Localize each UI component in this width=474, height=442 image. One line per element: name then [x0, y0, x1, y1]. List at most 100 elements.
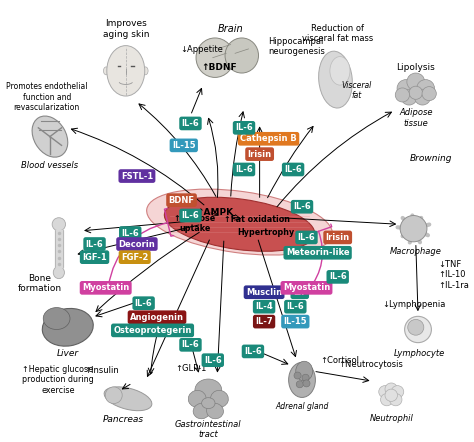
Circle shape	[385, 389, 398, 401]
Text: Blood vessels: Blood vessels	[21, 160, 79, 170]
Text: Browning: Browning	[410, 154, 453, 163]
Text: Promotes endothelial
function and
revascularization: Promotes endothelial function and revasc…	[6, 82, 88, 112]
Circle shape	[417, 80, 435, 97]
Circle shape	[303, 380, 310, 387]
Text: Reduction of
visceral fat mass: Reduction of visceral fat mass	[302, 24, 374, 43]
Text: Hypertrophy: Hypertrophy	[237, 228, 295, 236]
Text: IL-6: IL-6	[235, 165, 253, 174]
Text: IL-6: IL-6	[298, 233, 315, 242]
Text: Myostatin: Myostatin	[283, 283, 330, 292]
Text: IL-6: IL-6	[329, 272, 346, 282]
Ellipse shape	[193, 404, 210, 419]
Ellipse shape	[107, 46, 145, 96]
Text: Bone
formation: Bone formation	[18, 274, 62, 293]
Ellipse shape	[207, 404, 223, 419]
Text: IL-6: IL-6	[204, 356, 222, 365]
Ellipse shape	[146, 189, 332, 255]
Circle shape	[379, 385, 391, 398]
Ellipse shape	[196, 38, 234, 77]
Circle shape	[401, 89, 417, 105]
Text: Neutrophil: Neutrophil	[369, 414, 413, 423]
Text: IL-6: IL-6	[244, 347, 262, 356]
Text: Adrenal gland: Adrenal gland	[275, 402, 328, 411]
Text: IL-6: IL-6	[235, 123, 253, 132]
Circle shape	[395, 88, 410, 102]
Text: Angiogenin: Angiogenin	[130, 313, 184, 322]
Text: ↑Hepatic glucose
production during
exercise: ↑Hepatic glucose production during exerc…	[22, 365, 94, 395]
Ellipse shape	[330, 57, 350, 85]
Circle shape	[390, 393, 402, 406]
Text: ↑GLP-1: ↑GLP-1	[175, 365, 206, 373]
Text: Hippocampal
neurogenesis: Hippocampal neurogenesis	[269, 37, 326, 57]
Circle shape	[302, 374, 309, 381]
Text: Irisin: Irisin	[326, 233, 350, 242]
Text: ↑Cortisol: ↑Cortisol	[320, 356, 359, 365]
Text: IL-15: IL-15	[283, 317, 307, 326]
Text: IL-6: IL-6	[86, 240, 103, 248]
Circle shape	[391, 385, 404, 398]
Ellipse shape	[400, 216, 427, 242]
Circle shape	[296, 381, 303, 388]
Ellipse shape	[210, 390, 228, 407]
Text: IL-6: IL-6	[182, 340, 200, 349]
Text: IL-6: IL-6	[293, 202, 311, 211]
Circle shape	[409, 86, 422, 99]
Ellipse shape	[32, 116, 68, 157]
Text: Adipose
tissue: Adipose tissue	[399, 108, 433, 128]
Text: IGF-1: IGF-1	[82, 253, 107, 262]
Circle shape	[408, 320, 424, 335]
Text: ↓Appetite: ↓Appetite	[180, 45, 223, 54]
Text: ↑Insulin: ↑Insulin	[84, 366, 118, 375]
Text: Gastrointestinal
tract: Gastrointestinal tract	[175, 420, 242, 439]
Ellipse shape	[319, 51, 352, 108]
Text: ↑Neutrocytosis: ↑Neutrocytosis	[339, 360, 403, 369]
Circle shape	[405, 316, 431, 343]
Ellipse shape	[52, 218, 65, 231]
Text: Irisin: Irisin	[247, 150, 272, 159]
Circle shape	[422, 87, 436, 101]
Text: IL-6: IL-6	[121, 229, 139, 237]
Text: Improves
aging skin: Improves aging skin	[102, 19, 149, 39]
Text: Liver: Liver	[57, 349, 79, 358]
Ellipse shape	[195, 379, 222, 401]
Text: Meteorin-like: Meteorin-like	[286, 248, 349, 257]
Text: BDNF: BDNF	[169, 196, 194, 205]
Ellipse shape	[43, 308, 70, 329]
Text: IL-6: IL-6	[182, 211, 200, 220]
Circle shape	[294, 372, 301, 379]
Ellipse shape	[225, 38, 258, 73]
Ellipse shape	[53, 267, 64, 278]
Text: Myostatin: Myostatin	[82, 283, 129, 292]
Text: Pancreas: Pancreas	[103, 415, 144, 424]
Circle shape	[407, 73, 425, 91]
Text: IL-6: IL-6	[135, 299, 153, 308]
Ellipse shape	[105, 387, 122, 404]
Text: ↑Fat oxidation: ↑Fat oxidation	[224, 214, 291, 224]
Text: Brain: Brain	[218, 24, 244, 34]
Circle shape	[381, 393, 393, 406]
Text: Macrophage: Macrophage	[390, 247, 442, 256]
Text: Musclin: Musclin	[246, 288, 282, 297]
Ellipse shape	[289, 362, 315, 397]
Text: IL-6: IL-6	[284, 165, 302, 174]
Text: ↑AMPK: ↑AMPK	[196, 207, 234, 217]
Circle shape	[397, 80, 415, 97]
Text: ↓TNF
↑IL-10
↑IL-1ra: ↓TNF ↑IL-10 ↑IL-1ra	[438, 260, 469, 290]
Text: IL-6: IL-6	[182, 119, 200, 128]
Text: Osteoprotegerin: Osteoprotegerin	[113, 326, 192, 335]
Ellipse shape	[201, 398, 215, 408]
Circle shape	[385, 383, 398, 395]
Ellipse shape	[164, 197, 315, 251]
Text: ↑BDNF: ↑BDNF	[201, 63, 237, 72]
Text: IL-15: IL-15	[172, 141, 196, 150]
Text: IL-6: IL-6	[286, 302, 304, 311]
Text: Lymphocyte: Lymphocyte	[393, 349, 445, 358]
Text: Visceral
fat: Visceral fat	[342, 81, 372, 100]
Ellipse shape	[296, 361, 313, 381]
Text: LIF: LIF	[293, 288, 307, 297]
Text: Lipolysis: Lipolysis	[396, 63, 435, 72]
Ellipse shape	[104, 387, 152, 411]
Text: ↓Lymphopenia: ↓Lymphopenia	[382, 300, 445, 309]
Text: FSTL-1: FSTL-1	[121, 171, 153, 180]
Text: IL-7: IL-7	[255, 317, 273, 326]
